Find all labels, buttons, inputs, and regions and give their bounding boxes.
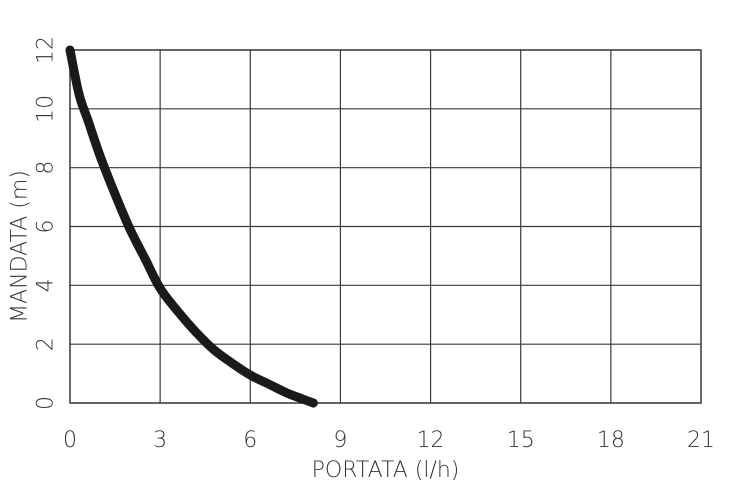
- x-tick-label: 0: [63, 428, 77, 453]
- series-line: [65, 45, 318, 408]
- plot-frame: [69, 49, 702, 404]
- y-tick-label: 8: [34, 161, 59, 175]
- y-tick-label: 12: [34, 36, 59, 64]
- chart-series: [65, 45, 318, 408]
- x-tick-labels: 0 3 6 9 12 15 18 21: [63, 428, 715, 453]
- x-tick-label: 3: [153, 428, 167, 453]
- y-tick-label: 4: [34, 278, 59, 292]
- y-tick-labels: 0 2 4 6 8 10 12: [34, 36, 59, 410]
- y-tick-label: 6: [34, 220, 59, 234]
- x-tick-label: 12: [417, 428, 445, 453]
- x-tick-label: 15: [507, 428, 535, 453]
- y-tick-label: 2: [34, 337, 59, 351]
- chart-grid: [69, 49, 702, 404]
- x-tick-label: 9: [333, 428, 347, 453]
- y-tick-label: 0: [34, 396, 59, 410]
- x-tick-label: 6: [243, 428, 257, 453]
- y-tick-label: 10: [34, 95, 59, 123]
- x-tick-label: 21: [687, 428, 715, 453]
- x-tick-label: 18: [597, 428, 625, 453]
- y-axis-title: MANDATA (m): [8, 170, 33, 323]
- x-axis-title: PORTATA (l/h): [312, 458, 460, 483]
